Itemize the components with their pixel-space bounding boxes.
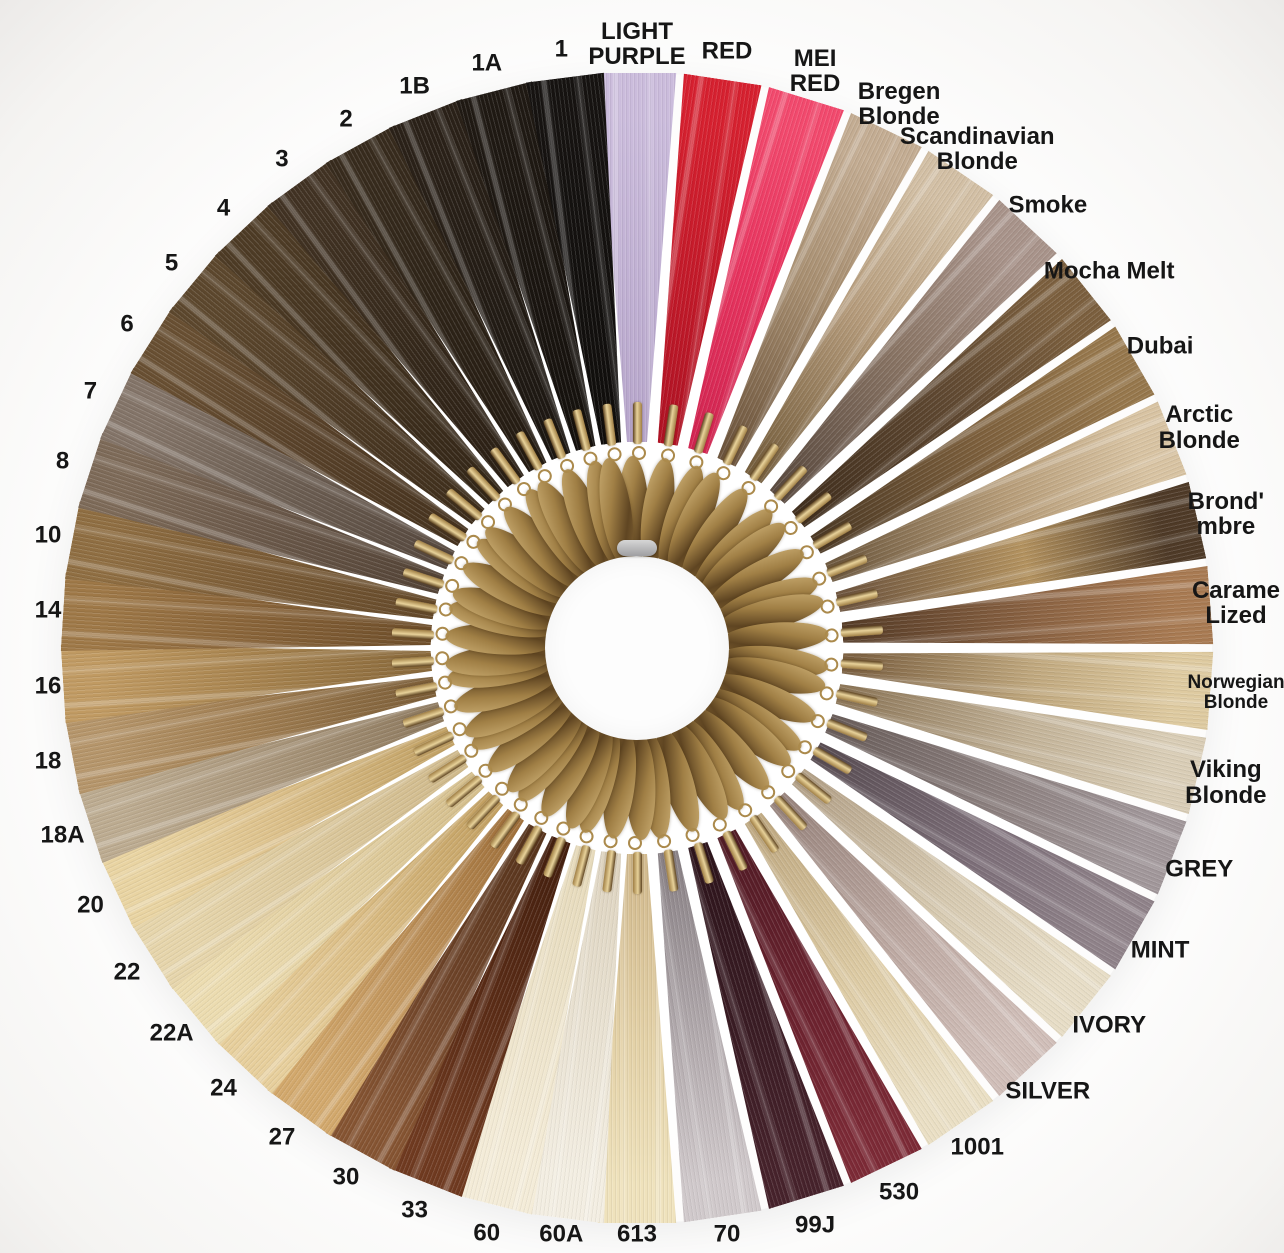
shade-label-1001: 1001 [950,1133,1004,1161]
shade-label-27: 27 [268,1123,296,1151]
shade-label-7: 7 [83,377,98,405]
shade-label-mint: MINT [1130,936,1190,964]
shade-label-1b: 1B [399,72,430,100]
shade-label-2: 2 [339,105,353,133]
shade-label-70: 70 [713,1220,741,1248]
shade-label-light-purple: LIGHT PURPLE [588,17,686,70]
shade-label-613: 613 [616,1220,658,1248]
shade-label-24: 24 [210,1074,237,1102]
shade-label-8: 8 [55,447,70,475]
shade-label-18: 18 [34,747,62,775]
shade-label-dubai: Dubai [1126,332,1194,360]
shade-label-3: 3 [275,145,289,173]
shade-label-22: 22 [113,958,141,986]
shade-label-scandinavian-blonde: Scandinavian Blonde [899,122,1055,175]
shade-label-bregen-blonde: Bregen Blonde [857,77,941,130]
shade-label-99j: 99J [795,1211,836,1239]
shade-label-20: 20 [77,891,104,919]
shade-label-33: 33 [401,1195,428,1223]
ring-clasp [617,540,657,556]
shade-label-norwegian-blonde: Norwegian Blonde [1187,672,1284,714]
shade-label-silver: SILVER [1005,1077,1091,1105]
connector-ring [632,446,646,460]
shade-label-ivory: IVORY [1072,1010,1147,1038]
shade-label-mocha-melt: Mocha Melt [1043,257,1175,285]
shade-label-16: 16 [34,672,62,700]
shade-label-1a: 1A [471,49,503,77]
shade-label-60: 60 [473,1219,501,1247]
shade-label-18a: 18A [40,821,85,849]
shade-label-brond-mbre: Brond' mbre [1187,487,1265,540]
shade-label-1: 1 [554,35,568,63]
shade-label-6: 6 [120,310,134,338]
shade-label-60a: 60A [539,1220,584,1248]
shade-label-5: 5 [164,249,179,277]
shade-label-smoke: Smoke [1008,191,1088,219]
shade-label-14: 14 [34,596,62,624]
shade-label-22a: 22A [149,1019,194,1047]
shade-label-arctic-blonde: Arctic Blonde [1158,401,1240,454]
shade-label-red: RED [701,37,753,65]
shade-label-viking-blonde: Viking Blonde [1185,756,1267,809]
shade-label-30: 30 [332,1163,360,1191]
shade-label-carame-lized: Carame Lized [1191,576,1281,629]
shade-label-4: 4 [216,194,231,222]
shade-label-10: 10 [34,521,62,549]
center-hub [545,556,729,740]
shade-label-mei-red: MEI RED [789,44,841,97]
crimp-ferrule [633,402,642,444]
shade-label-grey: GREY [1165,855,1234,883]
shade-label-530: 530 [879,1178,920,1206]
